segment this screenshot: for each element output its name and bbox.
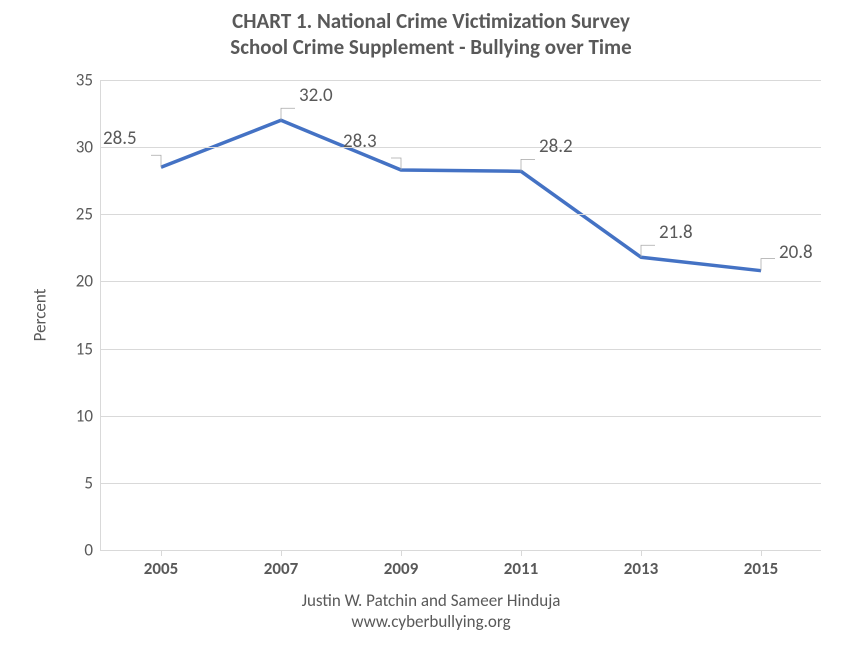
data-label-leader <box>281 108 295 120</box>
gridline <box>101 416 821 417</box>
x-tick-mark <box>521 550 522 556</box>
gridline <box>101 550 821 551</box>
data-label-leader <box>521 159 535 171</box>
y-tick-label: 30 <box>76 137 93 158</box>
x-tick-label: 2007 <box>264 558 298 579</box>
y-tick-label: 35 <box>76 70 93 91</box>
chart-title-line2: School Crime Supplement - Bullying over … <box>0 34 862 60</box>
y-tick-label: 25 <box>76 204 93 225</box>
x-tick-label: 2015 <box>744 558 778 579</box>
data-label: 28.3 <box>343 130 377 153</box>
gridline <box>101 349 821 350</box>
x-tick-label: 2009 <box>384 558 418 579</box>
y-axis-title: Percent <box>30 289 51 342</box>
series-line <box>161 120 761 270</box>
x-tick-mark <box>161 550 162 556</box>
y-tick-label: 0 <box>84 540 93 561</box>
data-label: 20.8 <box>779 241 813 264</box>
gridline <box>101 281 821 282</box>
y-tick-label: 20 <box>76 271 93 292</box>
chart-title: CHART 1. National Crime Victimization Su… <box>0 8 862 61</box>
x-tick-mark <box>401 550 402 556</box>
data-label-leader <box>761 259 775 271</box>
chart-footer: Justin W. Patchin and Sameer Hinduja www… <box>0 590 862 633</box>
gridline <box>101 483 821 484</box>
data-label: 28.5 <box>103 127 137 150</box>
plot-svg <box>101 80 821 550</box>
data-label-leader <box>641 245 655 257</box>
x-tick-mark <box>281 550 282 556</box>
gridline <box>101 80 821 81</box>
gridline <box>101 214 821 215</box>
gridline <box>101 147 821 148</box>
x-tick-label: 2011 <box>504 558 538 579</box>
x-tick-mark <box>641 550 642 556</box>
y-tick-label: 5 <box>84 472 93 493</box>
x-tick-label: 2005 <box>144 558 178 579</box>
footer-line2: www.cyberbullying.org <box>0 611 862 632</box>
data-label: 21.8 <box>659 221 693 244</box>
data-label: 32.0 <box>299 84 333 107</box>
x-tick-mark <box>761 550 762 556</box>
footer-line1: Justin W. Patchin and Sameer Hinduja <box>0 590 862 611</box>
data-label: 28.2 <box>539 135 573 158</box>
y-tick-label: 15 <box>76 338 93 359</box>
y-tick-label: 10 <box>76 405 93 426</box>
x-tick-label: 2013 <box>624 558 658 579</box>
chart-container: CHART 1. National Crime Victimization Su… <box>0 0 862 652</box>
plot-area: 0510152025303520052007200920112013201528… <box>100 80 821 551</box>
data-label-leader <box>151 155 161 167</box>
chart-title-line1: CHART 1. National Crime Victimization Su… <box>0 8 862 34</box>
